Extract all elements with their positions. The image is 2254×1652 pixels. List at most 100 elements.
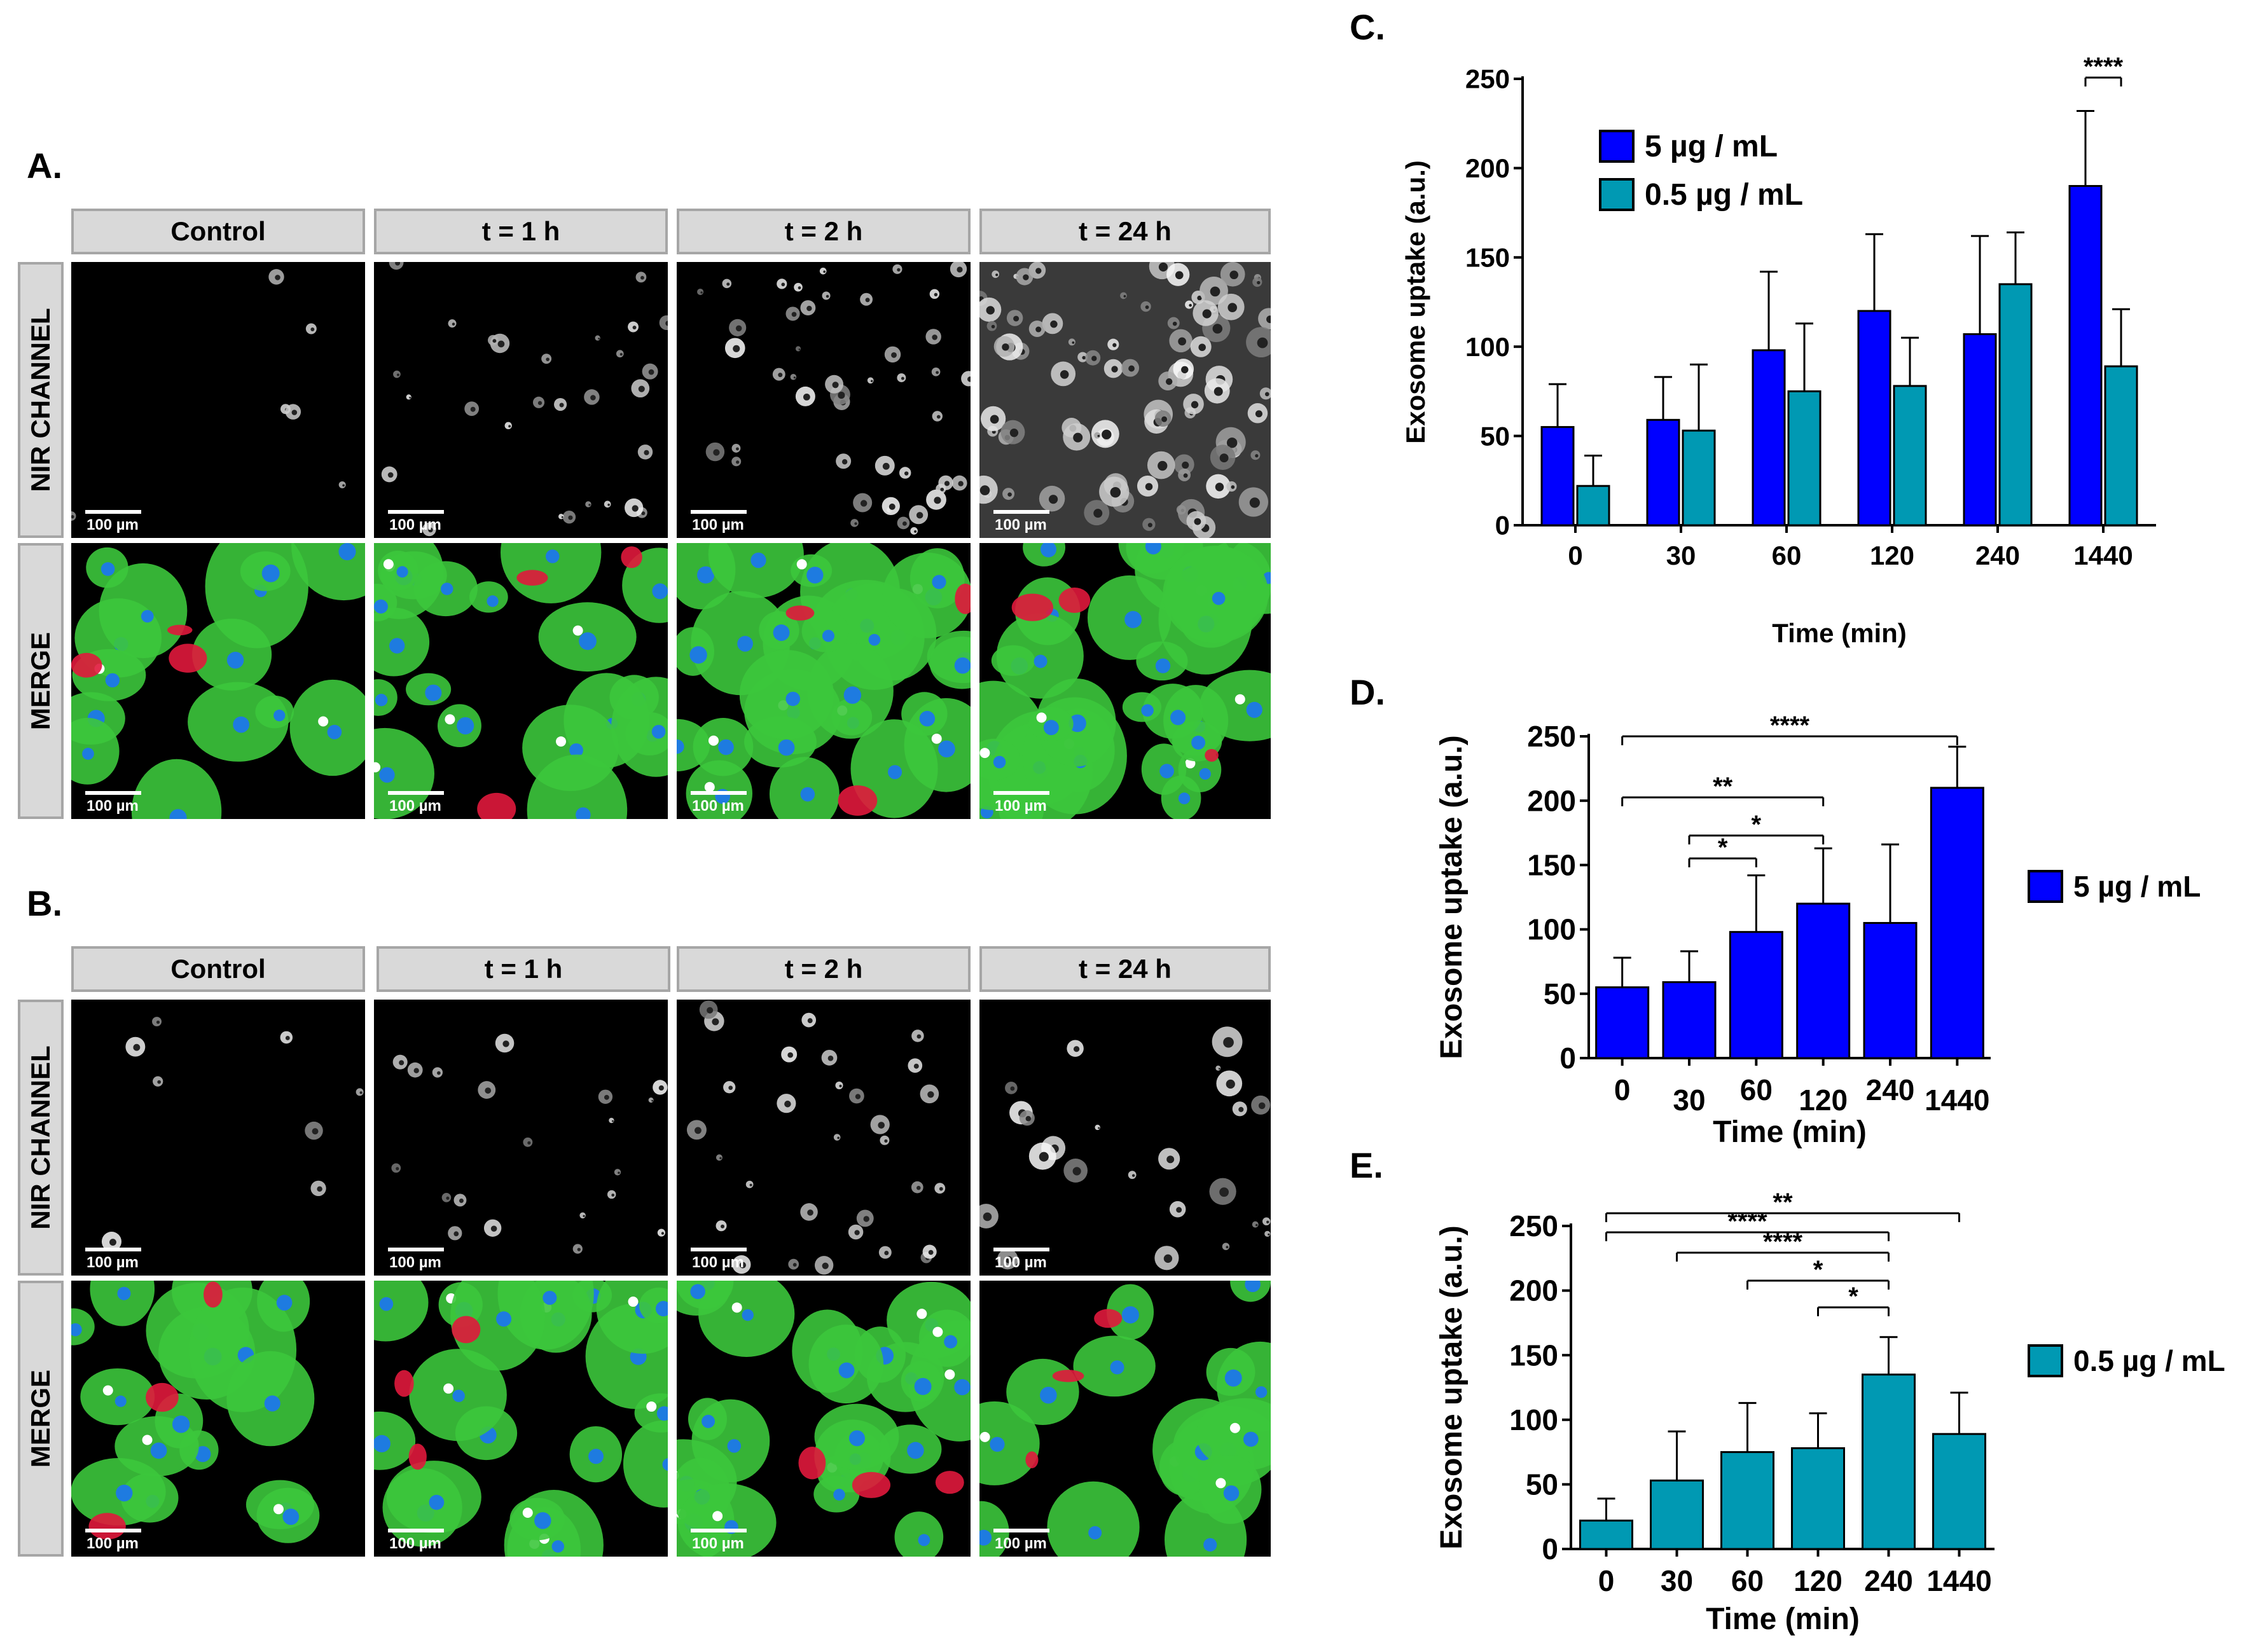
merge-image: 100 µm <box>374 543 668 819</box>
bar-240 <box>1963 333 1997 527</box>
micrograph <box>677 1281 971 1557</box>
bar-0 <box>1595 986 1650 1059</box>
scale-bar-label: 100 µm <box>692 516 744 533</box>
x-tick-label: 30 <box>1661 1564 1693 1597</box>
merge-image: 100 µm <box>979 1281 1271 1557</box>
panel-b-header-2h: t = 2 h <box>677 946 971 992</box>
panel-a-header-1h: t = 1 h <box>374 209 668 254</box>
y-tick-label: 250 <box>1527 720 1576 753</box>
panel-b-header-1h: t = 1 h <box>377 946 670 992</box>
bar-120 <box>1857 310 1891 527</box>
nir-image: 100 µm <box>979 1000 1271 1276</box>
legend-swatch <box>1599 130 1635 163</box>
scale-bar-label: 100 µm <box>692 1254 744 1271</box>
scale-bar <box>388 510 444 514</box>
y-tick-label: 100 <box>1465 332 1510 362</box>
micrograph <box>391 1033 668 1254</box>
x-tick-label: 1440 <box>1925 1084 1989 1117</box>
merge-image: 100 µm <box>71 543 365 819</box>
bar-0 <box>1579 1519 1633 1550</box>
x-axis-label: Time (min) <box>1706 1602 1860 1636</box>
y-tick-label: 0 <box>1495 511 1510 540</box>
scale-bar <box>691 1529 747 1532</box>
bar-30 <box>1662 981 1717 1059</box>
nir-image: 100 µm <box>374 262 668 538</box>
bar-30 <box>1646 418 1680 527</box>
x-tick-label: 240 <box>1866 1073 1915 1106</box>
significance-label: **** <box>1770 712 1810 740</box>
scale-bar-label: 100 µm <box>995 797 1047 815</box>
panel-c-letter: C. <box>1350 7 1385 47</box>
scale-bar-label: 100 µm <box>995 1254 1047 1271</box>
y-tick-label: 150 <box>1509 1339 1558 1372</box>
merge-image: 100 µm <box>71 1281 365 1557</box>
bar-120 <box>1893 385 1927 527</box>
panel-a-row-nir: NIR CHANNEL <box>18 262 64 538</box>
scale-bar-label: 100 µm <box>389 516 441 533</box>
panel-b-row-nir: NIR CHANNEL <box>18 1000 64 1276</box>
scale-bar <box>85 1248 141 1251</box>
nir-image: 100 µm <box>374 1000 668 1276</box>
merge-image: 100 µm <box>374 1281 668 1557</box>
y-axis-label: Exosome uptake (a.u.) <box>1435 735 1469 1059</box>
micrograph <box>686 1000 946 1275</box>
legend-label: 0.5 µg / mL <box>2073 1344 2225 1377</box>
micrograph <box>979 262 1271 538</box>
x-tick-label: 60 <box>1731 1564 1764 1597</box>
scale-bar-label: 100 µm <box>389 1535 441 1552</box>
panel-a-header-24h: t = 24 h <box>979 209 1271 254</box>
bar-240 <box>1862 1373 1916 1550</box>
y-tick-label: 50 <box>1480 421 1510 451</box>
x-tick-label: 0 <box>1568 540 1582 570</box>
scale-bar-label: 100 µm <box>995 516 1047 533</box>
bar-240 <box>1863 921 1918 1059</box>
scale-bar <box>85 510 141 514</box>
bar-0 <box>1576 485 1610 527</box>
bar-60 <box>1729 931 1783 1059</box>
legend-label: 5 µg / mL <box>2073 870 2201 903</box>
scale-bar <box>691 510 747 514</box>
y-tick-label: 100 <box>1509 1403 1558 1436</box>
micrograph <box>979 1281 1271 1557</box>
legend-swatch <box>1599 178 1635 211</box>
chart-c: 0 50 100 150 200 250 0 30 60 120 240 1440 **** Exosom… <box>1400 53 2156 648</box>
bar-60 <box>1787 390 1822 527</box>
scale-bar <box>388 1248 444 1251</box>
scale-bar <box>388 791 444 795</box>
y-tick-label: 150 <box>1465 243 1510 273</box>
nir-image: 100 µm <box>979 262 1271 538</box>
bar-0 <box>1540 426 1575 527</box>
y-tick-label: 100 <box>1527 913 1576 946</box>
panel-e-letter: E. <box>1350 1145 1383 1185</box>
panel-a-letter: A. <box>27 146 62 186</box>
panel-d-letter: D. <box>1350 672 1385 712</box>
bar-30 <box>1682 429 1716 527</box>
nir-image: 100 µm <box>677 1000 971 1276</box>
y-tick-label: 0 <box>1542 1532 1558 1566</box>
significance-label: **** <box>1763 1228 1803 1256</box>
scale-bar-label: 100 µm <box>692 1535 744 1552</box>
y-tick-label: 200 <box>1527 784 1576 817</box>
y-tick-label: 250 <box>1509 1209 1558 1242</box>
significance-label: ** <box>1773 1188 1793 1216</box>
bar-120 <box>1791 1447 1845 1550</box>
legend-swatch <box>2028 870 2063 903</box>
y-tick-label: 150 <box>1527 849 1576 882</box>
micrograph <box>381 262 668 537</box>
scale-bar <box>993 1248 1049 1251</box>
micrograph <box>71 1281 320 1543</box>
significance-label: * <box>1848 1283 1858 1311</box>
y-tick-label: 50 <box>1526 1468 1558 1501</box>
panel-b-row-merge: MERGE <box>18 1281 64 1557</box>
scale-bar-label: 100 µm <box>86 797 139 815</box>
bar-1440 <box>1930 787 1984 1059</box>
significance-label: * <box>1718 834 1728 862</box>
significance-label: * <box>1752 811 1762 839</box>
x-tick-label: 240 <box>1975 540 2020 570</box>
x-axis-label: Time (min) <box>1772 618 1907 648</box>
micrograph <box>71 269 346 521</box>
scale-bar-label: 100 µm <box>389 1254 441 1271</box>
panel-b-letter: B. <box>27 883 62 923</box>
